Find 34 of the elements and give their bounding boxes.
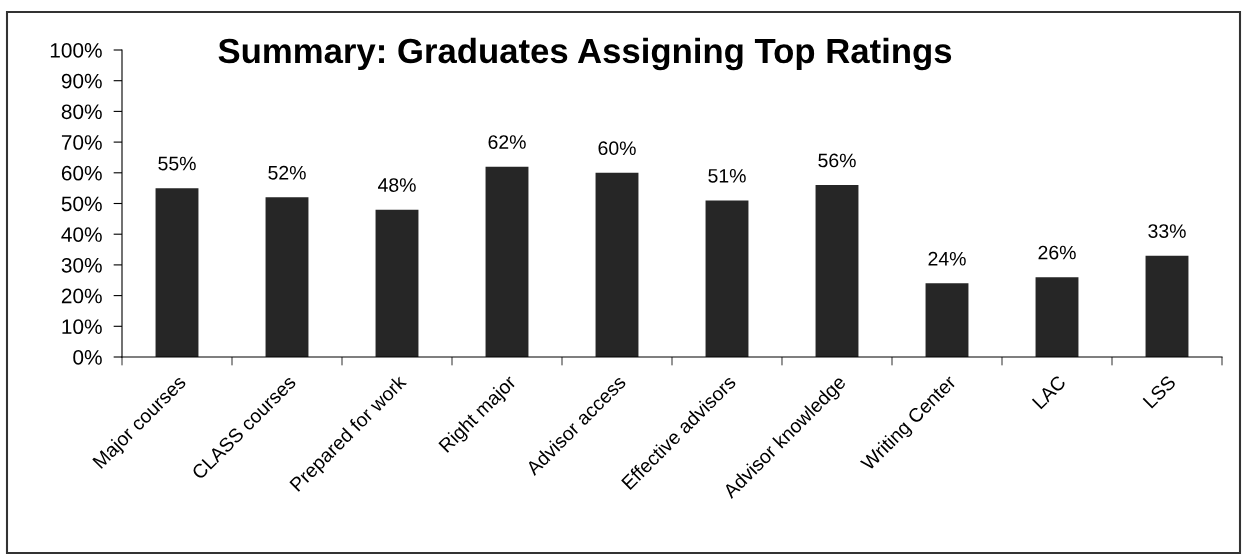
bar xyxy=(485,166,529,357)
y-tick-label: 80% xyxy=(61,104,102,120)
y-tick-label: 30% xyxy=(61,257,102,273)
bar xyxy=(815,185,859,357)
y-tick-label: 20% xyxy=(61,288,102,304)
y-tick-label: 70% xyxy=(61,135,102,150)
bar xyxy=(1145,255,1189,357)
data-label: 60% xyxy=(598,141,636,156)
bar xyxy=(925,283,969,357)
data-label: 24% xyxy=(928,251,966,266)
y-tick-label: 90% xyxy=(61,73,102,89)
data-label: 48% xyxy=(377,178,416,192)
x-tick-label: LSS xyxy=(1142,374,1177,409)
data-label: 26% xyxy=(1038,245,1076,260)
data-label: 55% xyxy=(158,156,196,171)
chart-title: Summary: Graduates Assigning Top Ratings xyxy=(218,37,952,71)
y-tick-label: 0% xyxy=(73,350,102,365)
bar xyxy=(375,209,419,357)
y-tick-label: 100% xyxy=(50,43,102,58)
data-label: 33% xyxy=(1148,224,1186,238)
data-label: 62% xyxy=(488,135,526,149)
bar xyxy=(155,188,199,357)
data-label: 56% xyxy=(818,153,856,168)
bar xyxy=(705,200,749,357)
bar xyxy=(1035,277,1079,357)
data-label: 52% xyxy=(268,165,306,180)
y-tick-label: 60% xyxy=(61,165,102,181)
bar xyxy=(265,197,309,357)
y-tick-label: 50% xyxy=(61,196,102,212)
x-tick-label: LAC xyxy=(1031,374,1067,410)
y-tick-label: 40% xyxy=(61,227,102,242)
y-tick-label: 10% xyxy=(62,319,102,335)
bar xyxy=(595,172,639,357)
data-label: 51% xyxy=(708,169,746,183)
